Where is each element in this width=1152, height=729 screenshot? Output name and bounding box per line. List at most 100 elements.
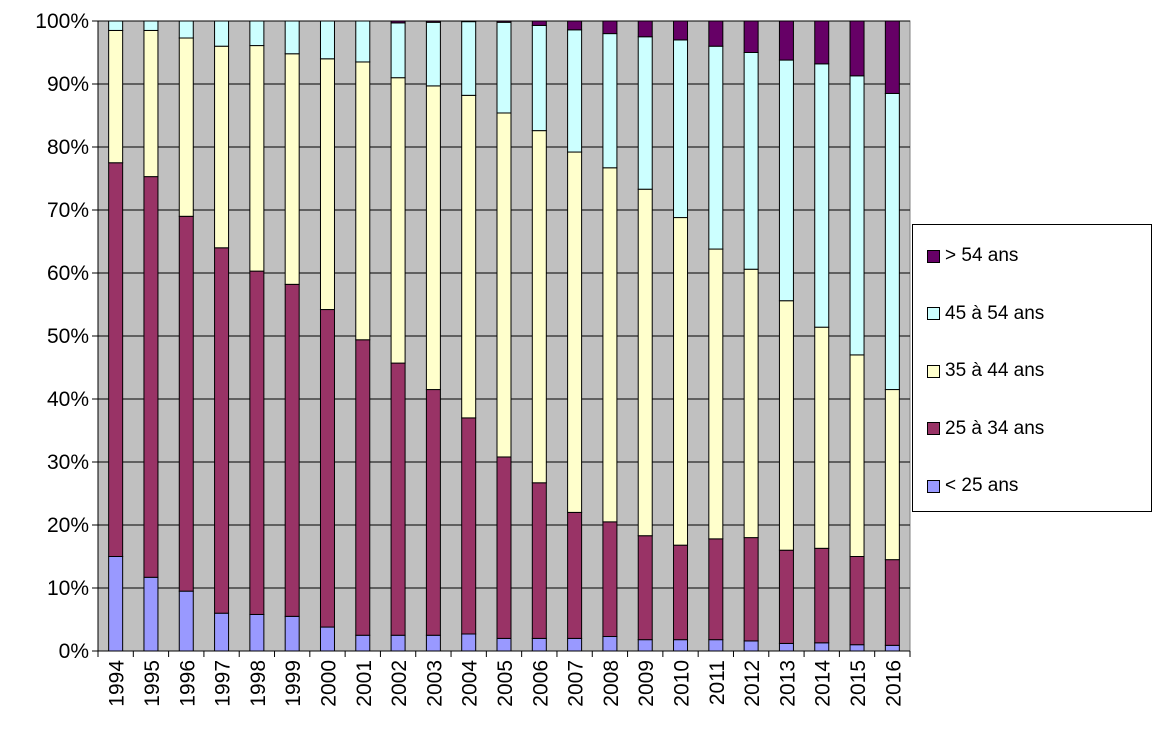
x-tick-label: 2004 bbox=[459, 660, 482, 707]
bar-segment bbox=[178, 590, 194, 652]
bar-segment bbox=[567, 29, 583, 153]
bar-segment bbox=[884, 389, 900, 561]
bar-segment bbox=[461, 20, 477, 23]
y-tick-label: 90% bbox=[47, 73, 89, 96]
bar-segment bbox=[214, 45, 230, 249]
bar-segment bbox=[743, 268, 759, 539]
x-tick-label: 2002 bbox=[388, 660, 411, 707]
bar-segment bbox=[673, 544, 689, 641]
bar-segment bbox=[602, 167, 618, 523]
x-tick-label: 2000 bbox=[317, 660, 340, 707]
bar-segment bbox=[425, 21, 441, 87]
bar-segment bbox=[425, 85, 441, 391]
bar-segment bbox=[143, 176, 159, 578]
bar-segment bbox=[461, 21, 477, 96]
legend-label: > 54 ans bbox=[945, 245, 1019, 266]
bar-segment bbox=[743, 537, 759, 642]
bar-segment bbox=[637, 20, 653, 38]
bar-segment bbox=[708, 538, 724, 641]
bar-segment bbox=[637, 188, 653, 537]
bar-segment bbox=[214, 247, 230, 614]
bar-segment bbox=[355, 634, 371, 652]
y-tick-label: 10% bbox=[47, 577, 89, 600]
bar-segment bbox=[531, 24, 547, 132]
y-tick-label: 60% bbox=[47, 262, 89, 285]
x-tick-label: 1995 bbox=[141, 660, 164, 707]
y-tick-label: 20% bbox=[47, 514, 89, 537]
bar-segment bbox=[496, 456, 512, 639]
x-tick-label: 2001 bbox=[353, 660, 376, 707]
legend-item: > 54 ans bbox=[927, 244, 1018, 268]
x-tick-label: 2013 bbox=[776, 660, 799, 707]
bar-segment bbox=[814, 642, 830, 652]
bar-segment bbox=[849, 354, 865, 557]
bar-segment bbox=[214, 612, 230, 652]
bar-segment bbox=[849, 75, 865, 356]
bar-segment bbox=[390, 20, 406, 24]
legend-label: < 25 ans bbox=[945, 475, 1019, 496]
bar-segment bbox=[814, 547, 830, 644]
bar-segment bbox=[673, 39, 689, 219]
legend-swatch bbox=[927, 422, 940, 435]
bar-segment bbox=[496, 112, 512, 458]
bar-segment bbox=[743, 20, 759, 53]
bar-segment bbox=[355, 20, 371, 63]
bar-segment bbox=[390, 22, 406, 79]
x-tick-label: 2011 bbox=[706, 660, 729, 705]
legend-item: 25 à 34 ans bbox=[927, 417, 1044, 441]
bar-segment bbox=[602, 20, 618, 35]
bar-segment bbox=[778, 642, 794, 652]
bar-segment bbox=[390, 77, 406, 364]
bar-segment bbox=[673, 20, 689, 41]
bar-segment bbox=[425, 20, 441, 23]
bar-segment bbox=[531, 637, 547, 652]
y-tick-label: 40% bbox=[47, 388, 89, 411]
bar-segment bbox=[108, 29, 124, 164]
bar-segment bbox=[778, 549, 794, 644]
legend-item: < 25 ans bbox=[927, 474, 1018, 498]
bar-segment bbox=[496, 21, 512, 114]
bar-segment bbox=[143, 20, 159, 31]
legend: > 54 ans 45 à 54 ans 35 à 44 ans 25 à 34 an… bbox=[912, 224, 1152, 512]
legend-swatch bbox=[927, 479, 940, 493]
bar-segment bbox=[108, 20, 124, 31]
legend-label: 35 à 44 ans bbox=[945, 360, 1045, 381]
y-axis: 0% 10% 20% 30% 40% 50% 60% 70% 80% 90% 100% bbox=[35, 10, 99, 663]
x-tick-label: 2007 bbox=[565, 660, 588, 707]
bar-segment bbox=[108, 162, 124, 557]
bar-segment bbox=[567, 151, 583, 513]
bar-segment bbox=[178, 37, 194, 217]
bar-segment bbox=[108, 556, 124, 652]
bar-segment bbox=[602, 33, 618, 169]
x-tick-label: 2008 bbox=[600, 660, 623, 707]
bar-segment bbox=[425, 389, 441, 636]
bar-segment bbox=[708, 45, 724, 250]
bar-segment bbox=[531, 482, 547, 639]
y-tick-label: 80% bbox=[47, 136, 89, 159]
bar-segment bbox=[355, 339, 371, 636]
bar-segment bbox=[249, 45, 265, 272]
legend-item: 45 à 54 ans bbox=[927, 302, 1044, 326]
bar-segment bbox=[884, 559, 900, 646]
bar-segment bbox=[814, 20, 830, 65]
bar-segment bbox=[214, 20, 230, 47]
bar-segment bbox=[567, 20, 583, 31]
bar-segment bbox=[814, 63, 830, 328]
x-tick-label: 2010 bbox=[671, 660, 694, 707]
x-tick-label: 2006 bbox=[529, 660, 552, 707]
bar-segment bbox=[673, 639, 689, 652]
bar-segment bbox=[884, 644, 900, 652]
bar-segment bbox=[496, 637, 512, 652]
y-tick-label: 70% bbox=[47, 199, 89, 222]
bar-segment bbox=[319, 58, 335, 311]
x-tick-label: 2016 bbox=[882, 660, 905, 707]
x-tick-label: 1998 bbox=[247, 660, 270, 707]
bar-segment bbox=[531, 20, 547, 26]
bar-segment bbox=[849, 644, 865, 652]
y-tick-label: 100% bbox=[35, 10, 89, 33]
bar-segment bbox=[284, 53, 300, 285]
bar-segment bbox=[319, 626, 335, 652]
bar-segment bbox=[814, 326, 830, 549]
x-tick-label: 1999 bbox=[282, 660, 305, 707]
